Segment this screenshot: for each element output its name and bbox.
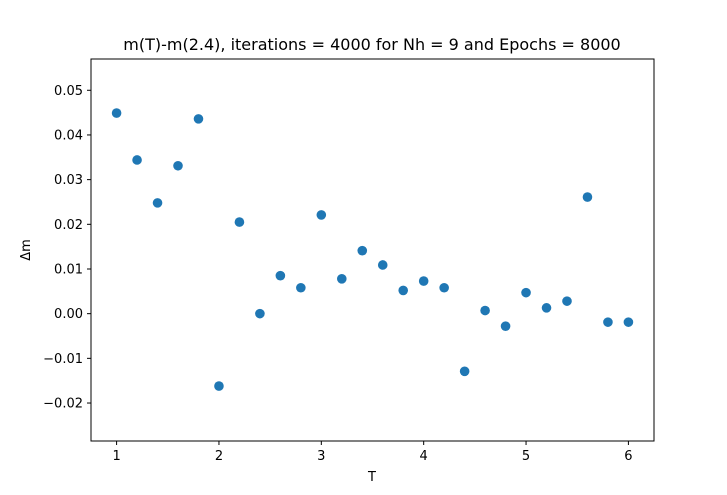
data-point xyxy=(214,381,224,391)
y-tick-label: 0.03 xyxy=(54,173,83,188)
y-tick-label: 0.02 xyxy=(54,218,83,233)
data-point xyxy=(234,217,245,227)
plot-area: 1 2 3 4 5 6 −0.02 −0.01 0.00 0.01 0.02 0.03 0.04 0.0… xyxy=(43,58,655,464)
data-point xyxy=(111,108,122,118)
data-point xyxy=(193,114,204,124)
x-tick-label: 6 xyxy=(624,449,632,464)
data-points xyxy=(111,108,634,391)
y-tick-label: 0.05 xyxy=(54,84,83,99)
data-point xyxy=(316,210,327,220)
y-axis: −0.02 −0.01 0.00 0.01 0.02 0.03 0.04 0.05 xyxy=(43,84,91,412)
data-point xyxy=(336,274,347,284)
data-point xyxy=(377,260,388,270)
axes-frame xyxy=(90,58,655,442)
data-point xyxy=(459,366,470,377)
x-tick-label: 4 xyxy=(420,449,428,464)
data-point xyxy=(562,296,572,306)
y-tick-label: −0.02 xyxy=(43,397,83,412)
data-point xyxy=(582,192,593,202)
y-axis-label: Δm xyxy=(19,239,34,261)
x-tick-label: 3 xyxy=(317,449,325,464)
data-point xyxy=(357,245,368,256)
data-point xyxy=(275,270,286,281)
data-point xyxy=(439,282,449,293)
data-point xyxy=(173,160,183,171)
data-point xyxy=(480,305,490,316)
x-axis: 1 2 3 4 5 6 xyxy=(112,441,633,464)
y-tick-label: −0.01 xyxy=(43,352,83,367)
data-point xyxy=(603,317,613,327)
x-tick-label: 1 xyxy=(112,449,120,464)
x-axis-label: T xyxy=(367,470,376,485)
data-point xyxy=(255,308,265,319)
x-tick-label: 2 xyxy=(215,449,223,464)
data-point xyxy=(152,198,163,208)
chart-title: m(T)-m(2.4), iterations = 4000 for Nh = … xyxy=(123,35,620,54)
y-tick-label: 0.04 xyxy=(54,128,83,143)
data-point xyxy=(541,303,552,313)
data-point xyxy=(418,276,429,286)
x-tick-label: 5 xyxy=(522,449,530,464)
data-point xyxy=(500,321,511,331)
data-point xyxy=(623,317,634,327)
data-point xyxy=(132,155,142,165)
y-tick-label: 0.00 xyxy=(54,307,83,322)
y-tick-label: 0.01 xyxy=(54,262,83,277)
data-point xyxy=(398,285,409,296)
data-point xyxy=(521,287,531,298)
data-point xyxy=(296,282,306,293)
